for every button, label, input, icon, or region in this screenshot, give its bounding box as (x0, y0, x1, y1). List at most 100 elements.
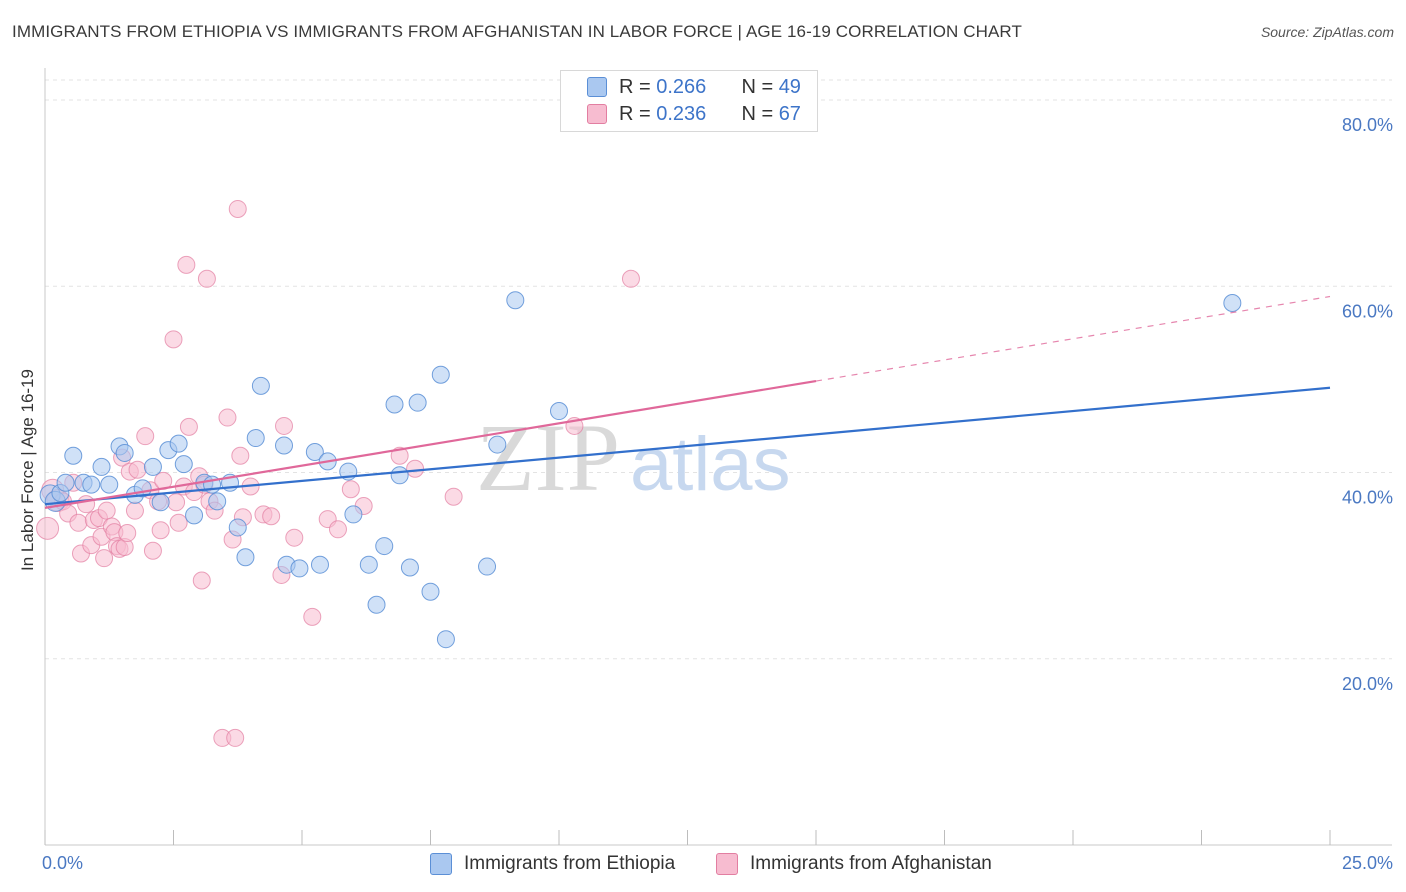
ethiopia-point (550, 402, 568, 421)
afghanistan-point (128, 460, 147, 479)
bottom-legend-afghanistan: Immigrants from Afghanistan (716, 852, 992, 876)
source-credit: Source: ZipAtlas.com (1260, 24, 1394, 40)
axes (44, 68, 1392, 846)
afghanistan-point (151, 521, 170, 540)
ethiopia-point (185, 506, 204, 525)
afghanistan-legend-label: Immigrants from Afghanistan (750, 853, 992, 874)
afghanistan-point (621, 269, 640, 288)
afghanistan-point (143, 541, 162, 560)
r-value-afghanistan: 0.236 (656, 102, 707, 125)
ethiopia-point (367, 595, 386, 614)
stats-legend: R = 0.266 N = 49 R = 0.236 N = 67 (560, 70, 818, 132)
afghanistan-point (167, 493, 186, 512)
ethiopia-point (82, 475, 101, 494)
chart-title: IMMIGRANTS FROM ETHIOPIA VS IMMIGRANTS F… (12, 22, 1022, 41)
afghanistan-point (97, 501, 116, 520)
ethiopia-point (143, 457, 162, 476)
ethiopia-point (169, 434, 188, 453)
r-label: R = (619, 75, 657, 98)
ethiopia-point (385, 395, 404, 414)
watermark-atlas: atlas (630, 422, 791, 507)
y-tick-labels: 20.0% 40.0% 60.0% 80.0% (1342, 115, 1393, 694)
n-value-ethiopia: 49 (778, 75, 801, 98)
y-tick-label: 80.0% (1342, 115, 1393, 135)
ethiopia-swatch (587, 77, 607, 97)
y-tick-label: 60.0% (1342, 301, 1393, 321)
r-label: R = (619, 102, 657, 125)
ethiopia-point (421, 582, 440, 601)
ethiopia-point (390, 466, 409, 485)
ethiopia-point (56, 473, 75, 492)
afghanistan-legend-swatch (716, 853, 738, 875)
afghanistan-point (69, 513, 88, 532)
n-label: N = (741, 102, 779, 125)
ethiopia-points (39, 291, 1242, 649)
afghanistan-point (231, 446, 250, 465)
ethiopia-point (208, 492, 227, 511)
afghanistan-point (341, 480, 360, 499)
afghanistan-point (328, 520, 347, 539)
ethiopia-trend-line (44, 386, 1331, 506)
bottom-legend-ethiopia: Immigrants from Ethiopia (430, 852, 675, 876)
afghanistan-point (118, 524, 137, 543)
afghanistan-point (169, 513, 188, 532)
ethiopia-point (151, 493, 170, 512)
afghanistan-point (177, 255, 196, 274)
x-tick-labels: 0.0% 25.0% (42, 853, 1393, 873)
afghanistan-point (228, 199, 247, 218)
ethiopia-point (488, 435, 507, 454)
afghanistan-point (226, 728, 245, 747)
ethiopia-point (506, 291, 525, 310)
ethiopia-point (431, 365, 450, 384)
afghanistan-point (77, 495, 96, 514)
ethiopia-point (236, 548, 255, 567)
ethiopia-point (344, 505, 363, 524)
afghanistan-point (192, 571, 211, 590)
afghanistan-point (218, 408, 237, 427)
trend-lines (44, 295, 1331, 509)
ethiopia-point (228, 518, 247, 537)
afghanistan-point (275, 416, 294, 435)
afghanistan-point (179, 417, 198, 436)
afghanistan-point (125, 501, 144, 520)
y-tick-label: 20.0% (1342, 674, 1393, 694)
r-value-ethiopia: 0.266 (656, 75, 707, 98)
afghanistan-point (303, 607, 322, 626)
afghanistan-point (406, 459, 425, 478)
ethiopia-point (310, 555, 329, 574)
afghanistan-swatch (587, 104, 607, 124)
ethiopia-legend-label: Immigrants from Ethiopia (464, 853, 676, 874)
ethiopia-point (359, 555, 378, 574)
ethiopia-point (246, 429, 265, 448)
ethiopia-point (1223, 294, 1242, 313)
ethiopia-point (100, 475, 119, 494)
afghanistan-point (262, 507, 281, 526)
n-label: N = (741, 75, 779, 98)
ethiopia-point (290, 559, 309, 578)
afghanistan-point (197, 269, 216, 288)
afghanistan-point (95, 549, 114, 568)
gridlines (45, 79, 1392, 660)
ethiopia-point (436, 630, 455, 649)
afghanistan-point (136, 427, 155, 446)
ethiopia-point (92, 457, 111, 476)
afghanistan-trend-line (44, 379, 817, 509)
ethiopia-point (478, 557, 497, 576)
ethiopia-point (275, 436, 294, 455)
afghanistan-point (36, 516, 60, 540)
ethiopia-legend-swatch (430, 853, 452, 875)
y-tick-label: 40.0% (1342, 488, 1393, 508)
ethiopia-point (408, 393, 427, 412)
ethiopia-point (400, 558, 419, 577)
afghanistan-trend-line-extension (815, 295, 1331, 382)
y-axis-label: In Labor Force | Age 16-19 (18, 369, 37, 571)
ethiopia-point (115, 443, 134, 462)
afghanistan-point (390, 446, 409, 465)
x-tick-label: 25.0% (1342, 853, 1393, 873)
ethiopia-point (251, 376, 270, 395)
afghanistan-point (444, 487, 463, 506)
n-value-afghanistan: 67 (778, 102, 801, 125)
watermark: ZIP atlas (476, 404, 791, 511)
ethiopia-point (305, 443, 324, 462)
